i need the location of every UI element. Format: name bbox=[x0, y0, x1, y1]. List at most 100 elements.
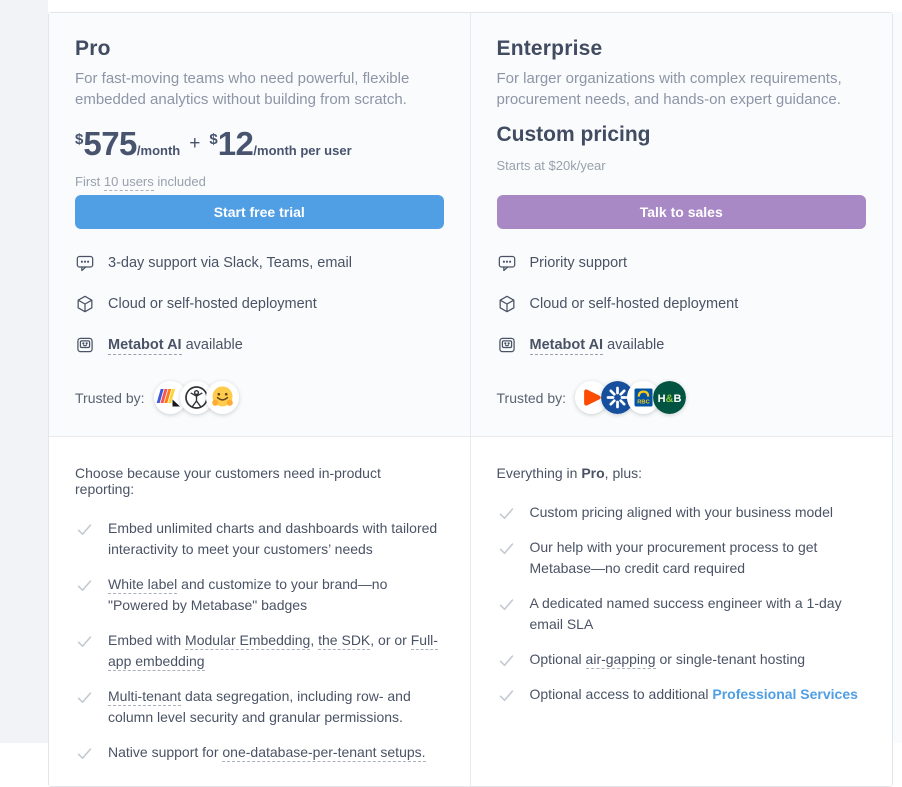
check-icon bbox=[497, 539, 516, 558]
robot-icon bbox=[75, 335, 95, 355]
cube-icon bbox=[497, 294, 517, 314]
text-segment: or single-tenant hosting bbox=[655, 651, 806, 667]
checklist-item: A dedicated named success engineer with … bbox=[497, 593, 867, 635]
dashed-tooltip-term[interactable]: the SDK bbox=[318, 632, 371, 650]
svg-text:RBC: RBC bbox=[637, 400, 650, 406]
text-segment: Everything in bbox=[496, 465, 582, 481]
talk-to-sales-button[interactable]: Talk to sales bbox=[496, 195, 866, 229]
text-segment: A dedicated named success engineer with … bbox=[529, 595, 842, 632]
pro-plan-panel: Pro For fast-moving teams who need power… bbox=[49, 13, 471, 437]
text-segment: Embed unlimited charts and dashboards wi… bbox=[108, 520, 438, 557]
text-segment: Pro bbox=[581, 465, 605, 481]
enterprise-feature-list: Priority support Cloud or self-hosted dep… bbox=[497, 253, 867, 355]
checklist-item: Native support for one-database-per-tena… bbox=[75, 742, 444, 763]
feature-row: 3-day support via Slack, Teams, email bbox=[75, 253, 444, 273]
trusted-by-label: Trusted by: bbox=[75, 389, 145, 406]
vitruvian-circle-logo bbox=[179, 381, 213, 414]
chat-bubble-icon bbox=[75, 253, 95, 273]
pro-checklist: Embed unlimited charts and dashboards wi… bbox=[75, 518, 444, 763]
checklist-item: Custom pricing aligned with your busines… bbox=[497, 502, 867, 523]
check-icon bbox=[497, 504, 516, 523]
checklist-item-text: Optional air-gapping or single-tenant ho… bbox=[529, 649, 806, 670]
text-segment: First bbox=[75, 174, 104, 189]
text-segment: included bbox=[153, 174, 206, 189]
feature-row: Cloud or self-hosted deployment bbox=[497, 294, 867, 314]
feature-text: Cloud or self-hosted deployment bbox=[530, 296, 739, 312]
blue-propeller-logo bbox=[601, 381, 635, 414]
pro-details-panel: Choose because your customers need in-pr… bbox=[49, 437, 471, 786]
holland-barrett-logo: H&B bbox=[653, 381, 687, 414]
enterprise-plan-header: Enterprise For larger organizations with… bbox=[497, 37, 867, 195]
checklist-item: Our help with your procurement process t… bbox=[497, 537, 867, 579]
pro-user-price-currency: $ bbox=[209, 131, 218, 148]
checklist-item-text: Native support for one-database-per-tena… bbox=[108, 742, 426, 763]
pro-price-amount: 575 bbox=[83, 125, 137, 162]
cube-icon bbox=[75, 294, 95, 314]
text-segment: Our help with your procurement process t… bbox=[529, 539, 818, 576]
svg-text:H&B: H&B bbox=[658, 393, 682, 405]
text-segment: Native support for bbox=[108, 744, 223, 760]
enterprise-details-panel: Everything in Pro, plus: Custom pricing … bbox=[470, 437, 892, 786]
check-icon bbox=[75, 688, 94, 707]
check-icon bbox=[75, 632, 94, 651]
check-icon bbox=[75, 576, 94, 595]
enterprise-details-intro: Everything in Pro, plus: bbox=[497, 465, 867, 481]
robot-icon bbox=[497, 335, 517, 355]
enterprise-trusted-logos: RBC H&B bbox=[575, 381, 687, 414]
text-segment: Priority support bbox=[529, 255, 628, 271]
pro-included-note: First 10 users included bbox=[75, 174, 444, 191]
pricing-card: Pro For fast-moving teams who need power… bbox=[48, 12, 893, 787]
inline-link[interactable]: Professional Services bbox=[712, 686, 858, 702]
text-segment: , plus: bbox=[604, 465, 643, 481]
pro-plan-header: Pro For fast-moving teams who need power… bbox=[75, 37, 444, 195]
text-segment: , or or bbox=[370, 632, 411, 648]
enterprise-checklist: Custom pricing aligned with your busines… bbox=[497, 502, 867, 705]
pro-user-price-amount: 12 bbox=[217, 125, 254, 162]
check-icon bbox=[497, 686, 516, 705]
dashed-tooltip-term[interactable]: Multi-tenant bbox=[108, 688, 182, 706]
hugging-face-logo bbox=[205, 381, 239, 414]
enterprise-plan-panel: Enterprise For larger organizations with… bbox=[470, 13, 892, 437]
page-left-gutter bbox=[0, 0, 48, 743]
check-icon bbox=[75, 520, 94, 539]
checklist-item-text: White label and customize to your brand—… bbox=[108, 574, 444, 616]
text-segment: Optional bbox=[529, 651, 586, 667]
checklist-item: Multi-tenant data segregation, including… bbox=[75, 686, 444, 728]
checklist-item: Optional access to additional Profession… bbox=[497, 684, 867, 705]
text-segment: Cloud or self-hosted deployment bbox=[108, 296, 317, 312]
text-segment: and customize to your brand—no "Powered … bbox=[108, 576, 388, 613]
feature-row: Priority support bbox=[497, 253, 867, 273]
text-segment: , bbox=[310, 632, 319, 648]
checklist-item: White label and customize to your brand—… bbox=[75, 574, 444, 616]
text-segment: available bbox=[181, 337, 243, 353]
pro-details-intro: Choose because your customers need in-pr… bbox=[75, 465, 444, 497]
pro-plan-title: Pro bbox=[75, 37, 111, 60]
dashed-tooltip-term[interactable]: Full-app embedding bbox=[108, 632, 438, 671]
trusted-by-label: Trusted by: bbox=[496, 389, 567, 406]
dashed-tooltip-term[interactable]: Metabot AI bbox=[108, 337, 182, 355]
checklist-item-text: Our help with your procurement process t… bbox=[530, 537, 867, 579]
dashed-tooltip-term[interactable]: Modular Embedding bbox=[185, 632, 311, 650]
orange-triangle-logo bbox=[575, 381, 609, 414]
pro-price: $575/month + $12/month per user bbox=[75, 125, 444, 163]
dashed-tooltip-term[interactable]: one-database-per-tenant setups. bbox=[222, 744, 426, 762]
enterprise-plan-description: For larger organizations with complex re… bbox=[496, 70, 842, 108]
dashed-tooltip-term[interactable]: Metabot AI bbox=[529, 337, 604, 355]
dashed-tooltip-term[interactable]: 10 users bbox=[103, 174, 154, 191]
feature-text: Priority support bbox=[530, 255, 628, 271]
checklist-item: Embed with Modular Embedding, the SDK, o… bbox=[75, 630, 444, 672]
checklist-item-text: Embed unlimited charts and dashboards wi… bbox=[108, 518, 444, 560]
start-free-trial-button[interactable]: Start free trial bbox=[75, 195, 444, 229]
feature-text: Cloud or self-hosted deployment bbox=[108, 296, 317, 312]
feature-row: Cloud or self-hosted deployment bbox=[75, 294, 444, 314]
check-icon bbox=[497, 651, 516, 670]
pro-price-period: /month bbox=[136, 143, 181, 158]
text-segment: Cloud or self-hosted deployment bbox=[529, 296, 739, 312]
pro-plan-description: For fast-moving teams who need powerful,… bbox=[75, 70, 410, 108]
pro-trusted-by: Trusted by: bbox=[75, 381, 444, 420]
dashed-tooltip-term[interactable]: air-gapping bbox=[585, 651, 656, 669]
chat-bubble-icon bbox=[497, 253, 517, 273]
checklist-item-text: Optional access to additional Profession… bbox=[530, 684, 858, 705]
dashed-tooltip-term[interactable]: White label bbox=[108, 576, 178, 594]
text-segment: available bbox=[603, 337, 665, 353]
